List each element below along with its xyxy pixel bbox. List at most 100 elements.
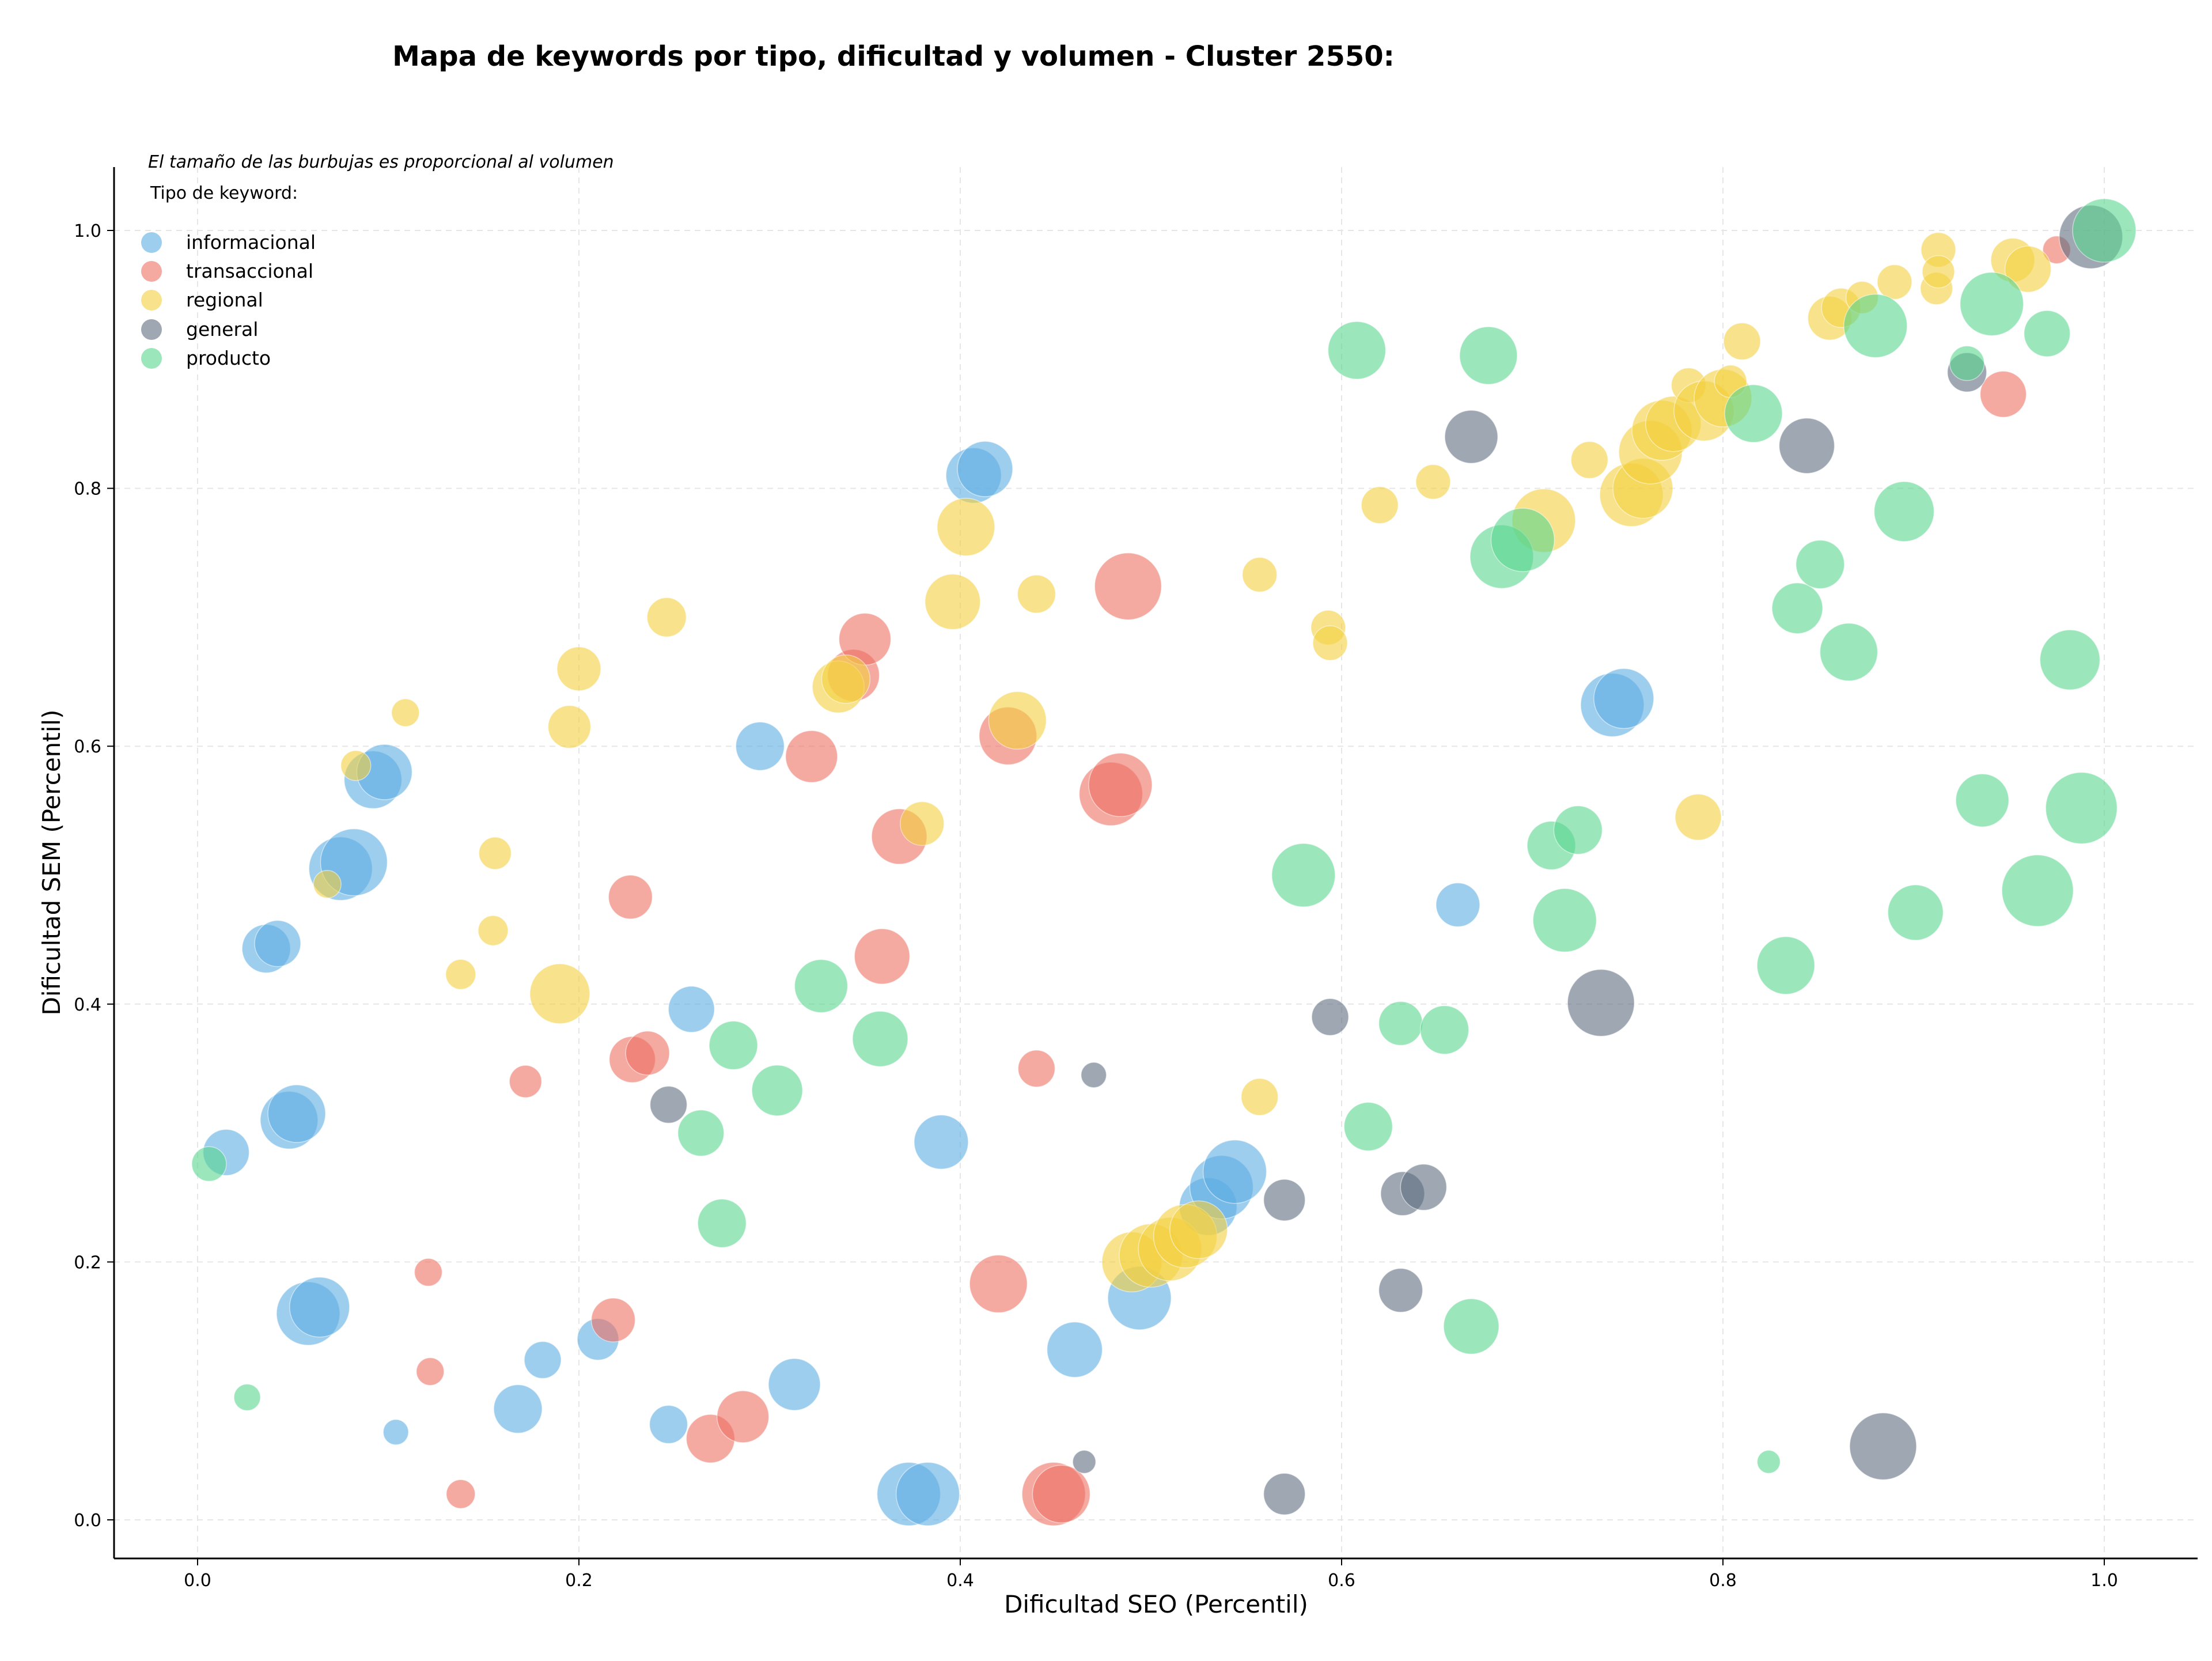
bubble-producto bbox=[751, 1064, 803, 1117]
bubble-producto bbox=[2023, 310, 2071, 357]
bubble-transaccional bbox=[509, 1065, 543, 1098]
legend-label: regional bbox=[186, 289, 263, 311]
bubble-producto bbox=[2072, 198, 2137, 263]
bubble-general bbox=[1311, 998, 1349, 1036]
bubble-producto bbox=[1553, 805, 1603, 855]
bubble-transaccional bbox=[625, 1031, 670, 1076]
bubble-regional bbox=[547, 705, 592, 749]
bubble-producto bbox=[2039, 629, 2101, 691]
y-tick-label: 0.2 bbox=[74, 1253, 101, 1273]
bubble-informacional bbox=[649, 1405, 688, 1444]
bubble-informacional bbox=[289, 1276, 350, 1338]
bubble-regional bbox=[556, 646, 601, 691]
bubble-producto bbox=[677, 1109, 725, 1157]
bubble-regional bbox=[2004, 245, 2052, 293]
bubble-regional bbox=[646, 597, 687, 638]
bubble-transaccional bbox=[608, 875, 653, 920]
bubble-regional bbox=[1361, 486, 1399, 524]
legend-item-producto: producto bbox=[141, 347, 271, 369]
x-tick-label: 0.4 bbox=[946, 1571, 974, 1591]
bubble-regional bbox=[478, 837, 512, 870]
x-tick-label: 0.8 bbox=[1709, 1571, 1737, 1591]
bubble-regional bbox=[1723, 322, 1761, 361]
legend-marker-producto bbox=[141, 348, 162, 369]
bubble-regional bbox=[1570, 441, 1609, 479]
bubble-regional bbox=[1675, 793, 1722, 841]
bubble-general bbox=[1444, 410, 1498, 464]
bubble-regional bbox=[1877, 264, 1912, 300]
bubble-producto bbox=[1756, 936, 1815, 995]
bubble-producto bbox=[1443, 1298, 1499, 1355]
bubble-general bbox=[1072, 1450, 1096, 1474]
bubble-informacional bbox=[1435, 882, 1480, 928]
bubble-producto bbox=[1959, 271, 2024, 336]
bubble-regional bbox=[925, 573, 981, 630]
legend-marker-transaccional bbox=[141, 261, 162, 282]
bubble-regional bbox=[1415, 464, 1451, 500]
bubble-informacional bbox=[382, 1419, 409, 1446]
legend-item-general: general bbox=[141, 318, 258, 340]
bubble-general bbox=[1263, 1179, 1306, 1221]
bubble-producto bbox=[1327, 321, 1387, 380]
legend-item-informacional: informacional bbox=[141, 231, 316, 253]
bubble-producto bbox=[1819, 623, 1878, 682]
bubble-producto bbox=[233, 1383, 261, 1412]
x-tick-label: 0.6 bbox=[1328, 1571, 1355, 1591]
legend-item-transaccional: transaccional bbox=[141, 260, 313, 282]
bubble-regional bbox=[1241, 557, 1278, 593]
bubble-regional bbox=[529, 963, 590, 1024]
bubble-transaccional bbox=[716, 1390, 770, 1443]
y-axis-label: Dificultad SEM (Percentil) bbox=[37, 710, 66, 1016]
bubble-producto bbox=[794, 959, 849, 1013]
bubble-general bbox=[1778, 417, 1835, 474]
bubble-transaccional bbox=[1017, 1049, 1056, 1088]
bubble-producto bbox=[1271, 843, 1336, 907]
bubble-regional bbox=[1169, 1200, 1228, 1259]
bubble-general bbox=[1567, 968, 1635, 1037]
bubble-regional bbox=[1922, 255, 1955, 289]
bubble-transaccional bbox=[446, 1479, 476, 1509]
bubbles bbox=[191, 198, 2137, 1526]
bubble-regional bbox=[1017, 574, 1056, 614]
bubble-producto bbox=[1873, 481, 1935, 542]
bubble-general bbox=[649, 1085, 688, 1124]
bubble-informacional bbox=[493, 1384, 543, 1434]
legend-item-regional: regional bbox=[141, 289, 263, 311]
chart-title: Mapa de keywords por tipo, dificultad y … bbox=[392, 40, 1395, 73]
bubble-transaccional bbox=[1088, 752, 1153, 818]
legend-marker-general bbox=[141, 319, 162, 340]
bubble-informacional bbox=[267, 1084, 326, 1143]
bubble-producto bbox=[1771, 582, 1823, 634]
bubble-transaccional bbox=[1979, 370, 2027, 418]
bubble-regional bbox=[313, 869, 342, 899]
y-tick-label: 0.8 bbox=[74, 479, 101, 500]
x-tick-label: 1.0 bbox=[2090, 1571, 2118, 1591]
bubble-transaccional bbox=[414, 1258, 443, 1287]
bubble-transaccional bbox=[969, 1254, 1028, 1314]
bubble-regional bbox=[391, 698, 420, 727]
bubble-producto bbox=[1949, 345, 1985, 381]
bubble-producto bbox=[1724, 384, 1783, 443]
legend: informacional transaccional regional gen… bbox=[141, 231, 316, 369]
bubble-transaccional bbox=[854, 928, 911, 985]
bubble-regional bbox=[937, 497, 995, 557]
bubble-informacional bbox=[735, 721, 785, 771]
bubble-producto bbox=[1343, 1102, 1393, 1152]
bubble-informacional bbox=[957, 441, 1013, 497]
axis-ticks: 0.0 0.2 0.4 0.6 0.8 1.0 0.0 0.2 0.4 0.6 0.8 1.0 bbox=[74, 221, 2118, 1591]
bubble-informacional bbox=[1593, 668, 1654, 729]
bubble-informacional bbox=[668, 986, 715, 1033]
bubble-informacional bbox=[914, 1114, 969, 1170]
bubble-producto bbox=[2045, 771, 2118, 845]
bubble-producto bbox=[1887, 884, 1944, 941]
bubble-general bbox=[1263, 1473, 1306, 1515]
bubble-general bbox=[1849, 1412, 1917, 1481]
size-note: El tamaño de las burbujas es proporciona… bbox=[148, 152, 614, 172]
bubble-producto bbox=[1843, 293, 1908, 358]
x-tick-label: 0.2 bbox=[565, 1571, 593, 1591]
bubble-transaccional bbox=[1094, 552, 1162, 620]
legend-label: transaccional bbox=[186, 260, 313, 282]
x-tick-label: 0.0 bbox=[184, 1571, 211, 1591]
bubble-producto bbox=[1796, 539, 1845, 589]
